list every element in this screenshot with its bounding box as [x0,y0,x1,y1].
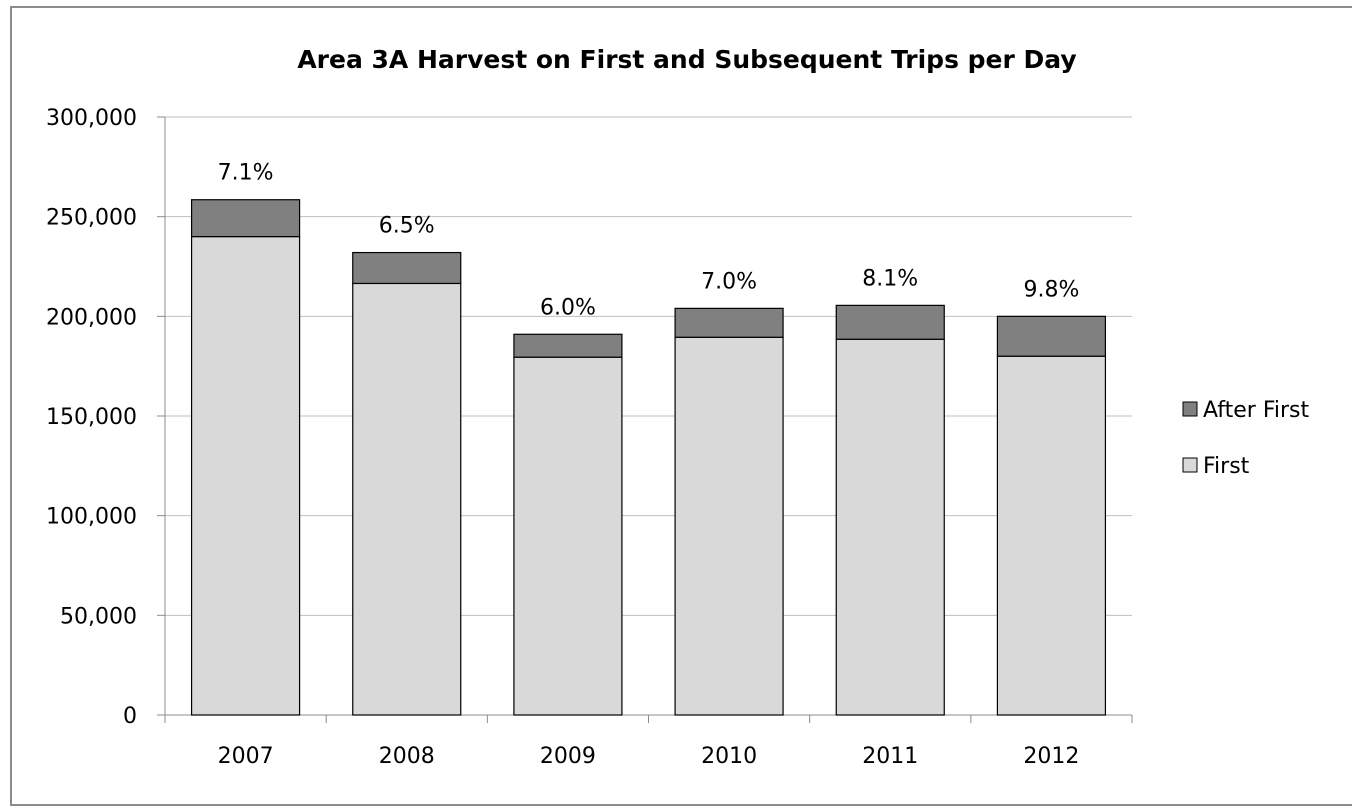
legend-label: After First [1203,398,1309,423]
x-tick-label: 2009 [540,744,596,769]
bar-first [513,356,623,716]
x-tick-label: 2011 [862,744,918,769]
data-label: 7.1% [218,161,274,186]
bar-after-first [513,333,623,358]
y-tick-label: 0 [123,704,137,729]
y-tick-label: 150,000 [46,405,137,430]
bar-after-first [352,251,462,285]
grid-lines [165,116,1132,616]
data-label: 6.0% [540,295,596,320]
bar-after-first [674,307,784,338]
y-tick-label: 250,000 [46,206,137,231]
x-tick-label: 2008 [379,744,435,769]
bar-after-first [835,304,945,340]
y-tick-label: 300,000 [46,106,137,131]
data-label: 9.8% [1023,277,1079,302]
data-labels: 7.1% 6.5% 6.0% 7.0% 8.1% 9.8% [218,161,1080,321]
bar-first [190,236,301,716]
y-tick-label: 200,000 [46,305,137,330]
data-label: 6.5% [379,214,435,239]
y-tick-label: 100,000 [46,505,137,530]
legend-swatch [1182,401,1198,417]
bar-first [352,282,462,716]
legend-swatch [1182,457,1198,473]
bar-after-first [996,315,1107,357]
chart-canvas: Area 3A Harvest on First and Subsequent … [46,45,1309,769]
bar-after-first [190,199,301,238]
x-tick-label: 2012 [1023,744,1079,769]
y-tick-label: 50,000 [60,604,137,629]
bar-first [835,338,945,716]
bars [190,199,1107,716]
chart-title: Area 3A Harvest on First and Subsequent … [297,45,1076,74]
data-label: 8.1% [862,266,918,291]
axes: 0 50,000 100,000 150,000 200,000 250,000 300,0… [46,106,1133,769]
x-tick-label: 2010 [701,744,757,769]
bar-first [996,355,1107,716]
bar-first [674,336,784,716]
legend-label: First [1203,454,1250,479]
x-tick-label: 2007 [218,744,274,769]
legend: After First First [1182,398,1309,479]
data-label: 7.0% [701,269,757,294]
